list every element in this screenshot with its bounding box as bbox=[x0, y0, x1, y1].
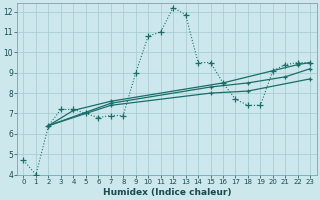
X-axis label: Humidex (Indice chaleur): Humidex (Indice chaleur) bbox=[103, 188, 231, 197]
